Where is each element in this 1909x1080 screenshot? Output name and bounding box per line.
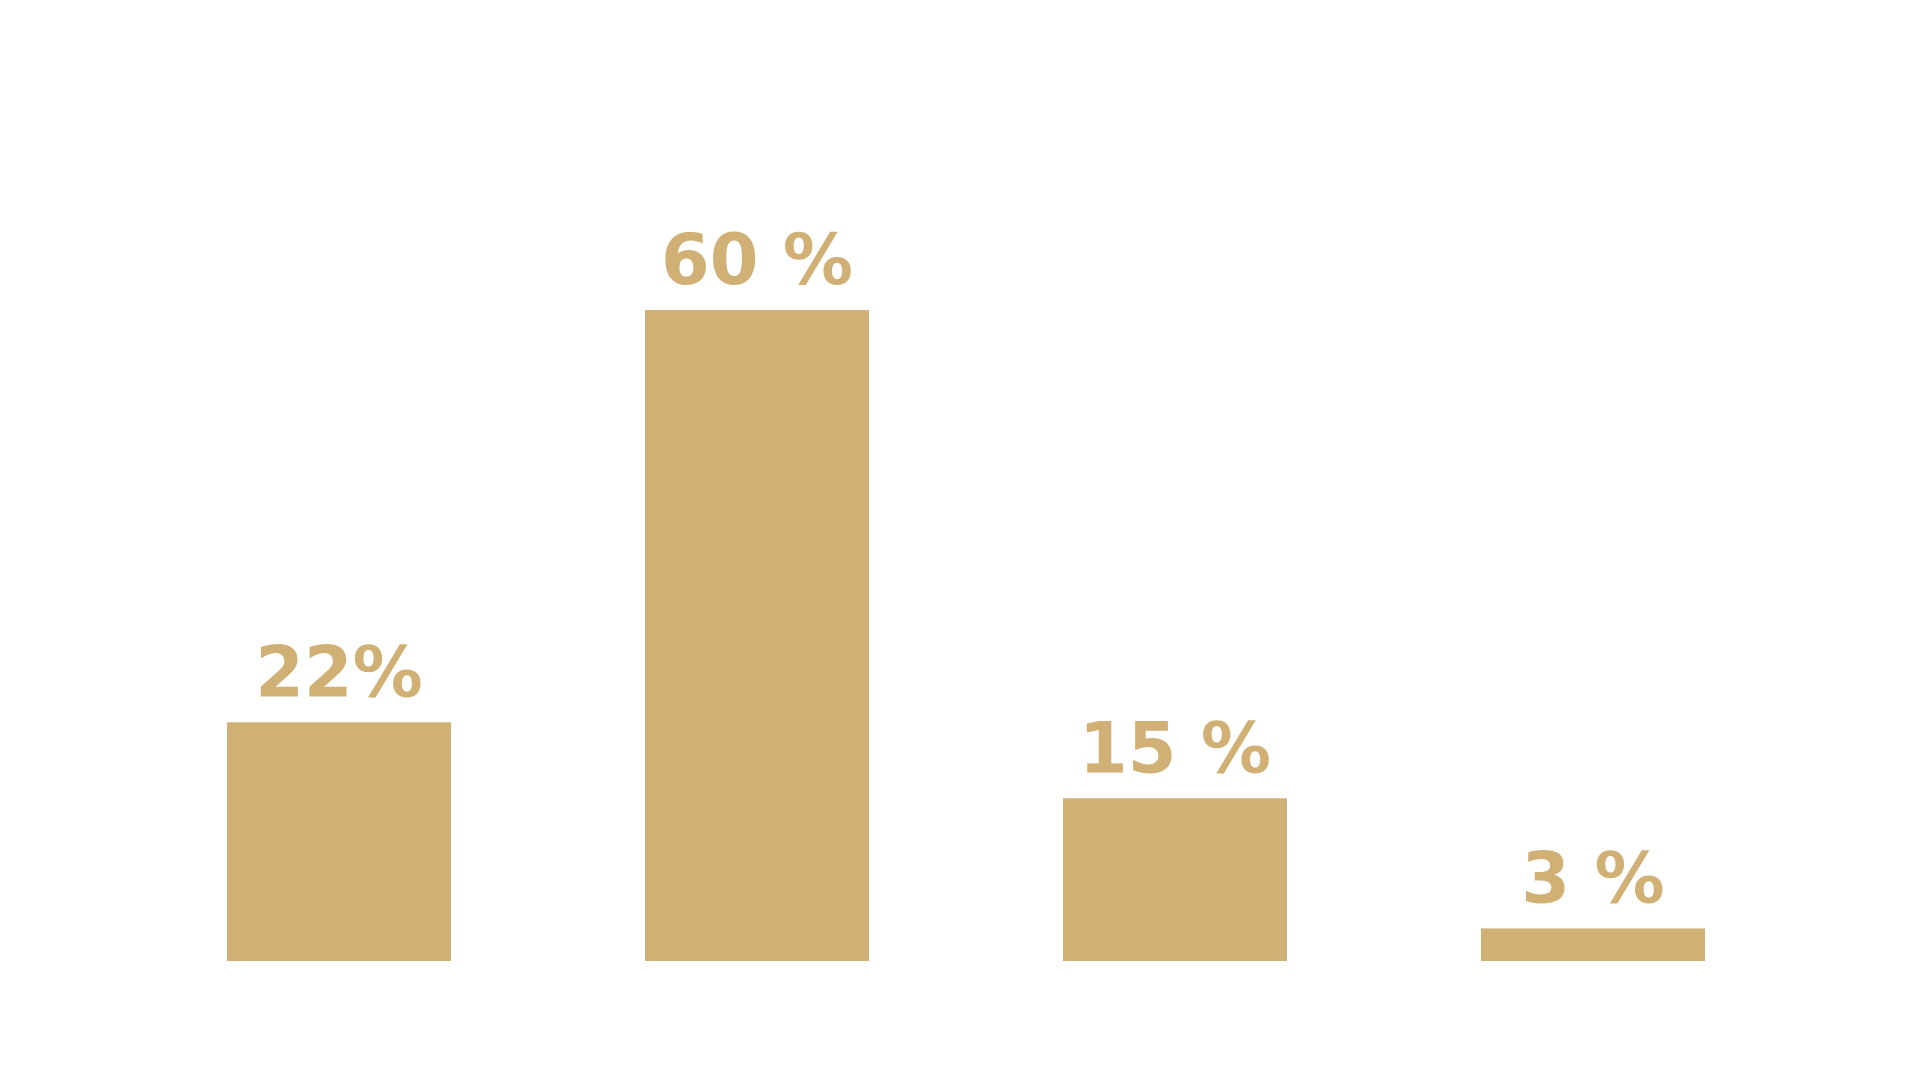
bar-2-value-label: 60 % (661, 219, 853, 301)
bar-3-value-label: 15 % (1079, 707, 1271, 789)
bar-4-value-label: 3 % (1521, 837, 1664, 919)
data-labels-group: 22% 60 % 15 % 3 % (255, 219, 1664, 919)
bar-2 (645, 310, 869, 961)
bar-1 (227, 722, 451, 961)
bar-1-value-label: 22% (255, 631, 423, 713)
bar-4 (1481, 928, 1705, 961)
bars-group (227, 310, 1705, 961)
bar-3 (1063, 798, 1287, 961)
